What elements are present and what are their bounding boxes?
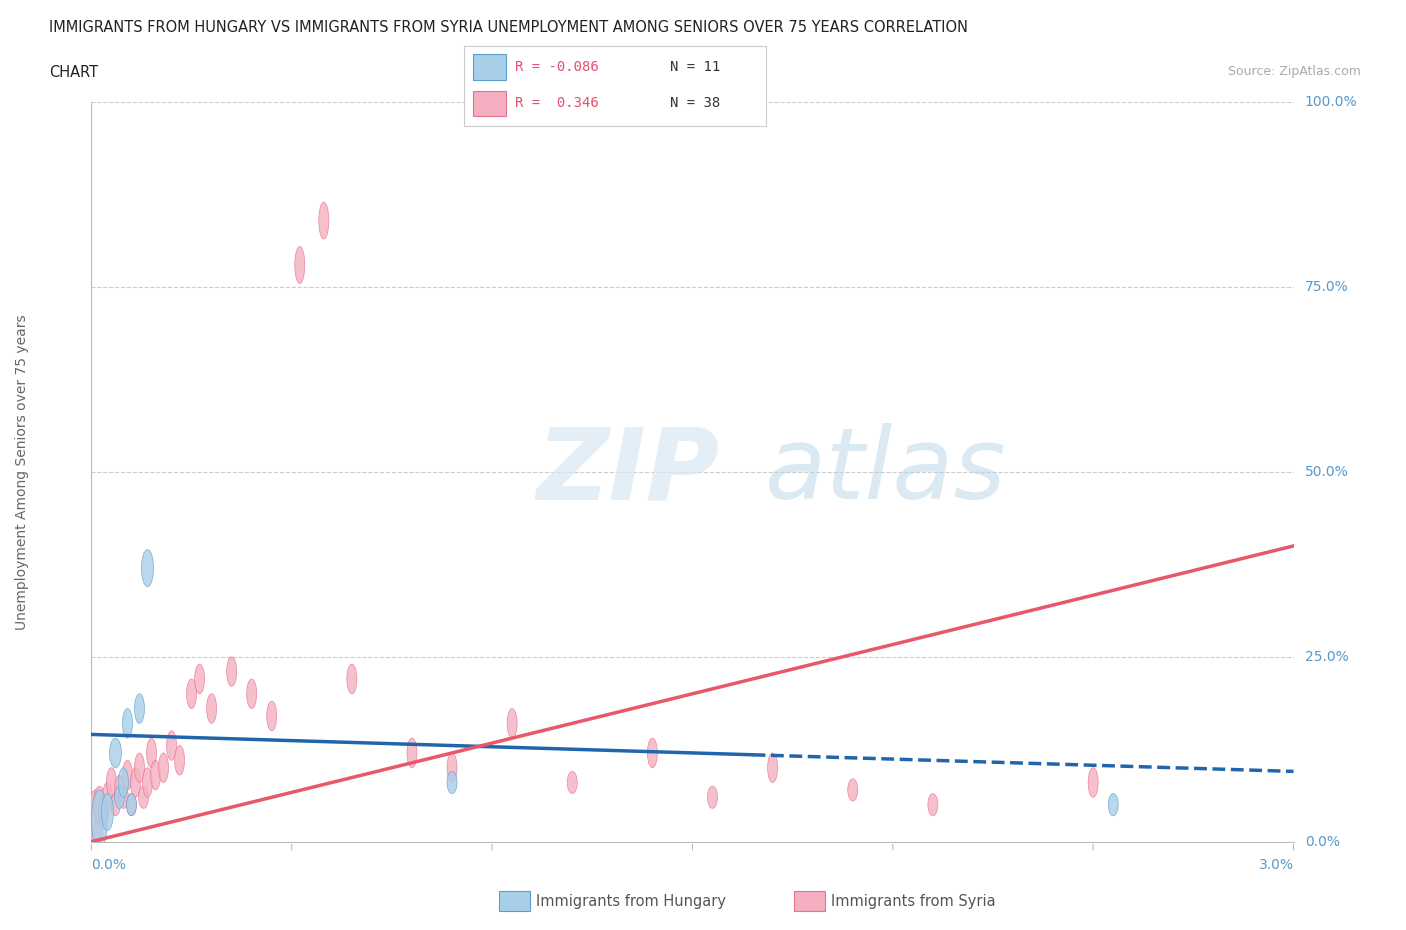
Ellipse shape (1108, 793, 1118, 816)
Ellipse shape (87, 790, 104, 849)
Text: 25.0%: 25.0% (1305, 650, 1348, 664)
Ellipse shape (138, 786, 149, 808)
Ellipse shape (127, 793, 136, 816)
Ellipse shape (194, 664, 205, 694)
Text: R = -0.086: R = -0.086 (516, 60, 599, 74)
Ellipse shape (159, 753, 169, 782)
Ellipse shape (768, 753, 778, 782)
Ellipse shape (295, 246, 305, 284)
Text: 50.0%: 50.0% (1305, 465, 1348, 479)
Ellipse shape (118, 786, 128, 808)
Text: Source: ZipAtlas.com: Source: ZipAtlas.com (1227, 65, 1361, 78)
Ellipse shape (226, 657, 236, 686)
Text: ZIP: ZIP (536, 423, 720, 521)
Text: 100.0%: 100.0% (1305, 95, 1357, 110)
Ellipse shape (110, 738, 121, 768)
Ellipse shape (118, 768, 128, 797)
Ellipse shape (150, 761, 160, 790)
Ellipse shape (114, 786, 125, 808)
Text: 3.0%: 3.0% (1258, 858, 1294, 872)
Ellipse shape (146, 738, 156, 768)
Ellipse shape (319, 202, 329, 239)
Text: CHART: CHART (49, 65, 98, 80)
Ellipse shape (122, 761, 132, 790)
Ellipse shape (406, 738, 418, 768)
Ellipse shape (135, 694, 145, 724)
Bar (472, 54, 506, 80)
Text: 75.0%: 75.0% (1305, 280, 1348, 294)
Ellipse shape (1088, 768, 1098, 797)
Ellipse shape (93, 786, 105, 823)
Text: 0.0%: 0.0% (91, 858, 127, 872)
Text: Immigrants from Hungary: Immigrants from Hungary (536, 894, 725, 909)
Ellipse shape (107, 768, 117, 797)
Ellipse shape (174, 746, 184, 775)
Ellipse shape (131, 768, 141, 797)
Ellipse shape (127, 793, 136, 816)
Text: R =  0.346: R = 0.346 (516, 97, 599, 111)
Text: N = 11: N = 11 (669, 60, 720, 74)
Ellipse shape (111, 793, 121, 816)
Ellipse shape (98, 797, 108, 827)
Ellipse shape (246, 679, 257, 709)
Ellipse shape (928, 793, 938, 816)
Text: Immigrants from Syria: Immigrants from Syria (831, 894, 995, 909)
Ellipse shape (707, 786, 717, 808)
Text: atlas: atlas (765, 423, 1007, 521)
Ellipse shape (142, 768, 152, 797)
Ellipse shape (447, 771, 457, 793)
Text: N = 38: N = 38 (669, 97, 720, 111)
Bar (472, 91, 506, 116)
Text: Unemployment Among Seniors over 75 years: Unemployment Among Seniors over 75 years (15, 314, 30, 630)
Ellipse shape (91, 790, 107, 849)
Ellipse shape (122, 709, 132, 738)
Text: 0.0%: 0.0% (1305, 834, 1340, 849)
Ellipse shape (166, 731, 177, 761)
Ellipse shape (135, 753, 145, 782)
Ellipse shape (142, 550, 153, 587)
Ellipse shape (114, 775, 125, 804)
Ellipse shape (508, 709, 517, 738)
Ellipse shape (647, 738, 658, 768)
Ellipse shape (207, 694, 217, 724)
Ellipse shape (103, 782, 112, 812)
Ellipse shape (567, 771, 578, 793)
Ellipse shape (447, 753, 457, 782)
Ellipse shape (101, 793, 114, 830)
Ellipse shape (848, 778, 858, 801)
Ellipse shape (187, 679, 197, 709)
Ellipse shape (347, 664, 357, 694)
Ellipse shape (267, 701, 277, 731)
Text: IMMIGRANTS FROM HUNGARY VS IMMIGRANTS FROM SYRIA UNEMPLOYMENT AMONG SENIORS OVER: IMMIGRANTS FROM HUNGARY VS IMMIGRANTS FR… (49, 20, 969, 35)
